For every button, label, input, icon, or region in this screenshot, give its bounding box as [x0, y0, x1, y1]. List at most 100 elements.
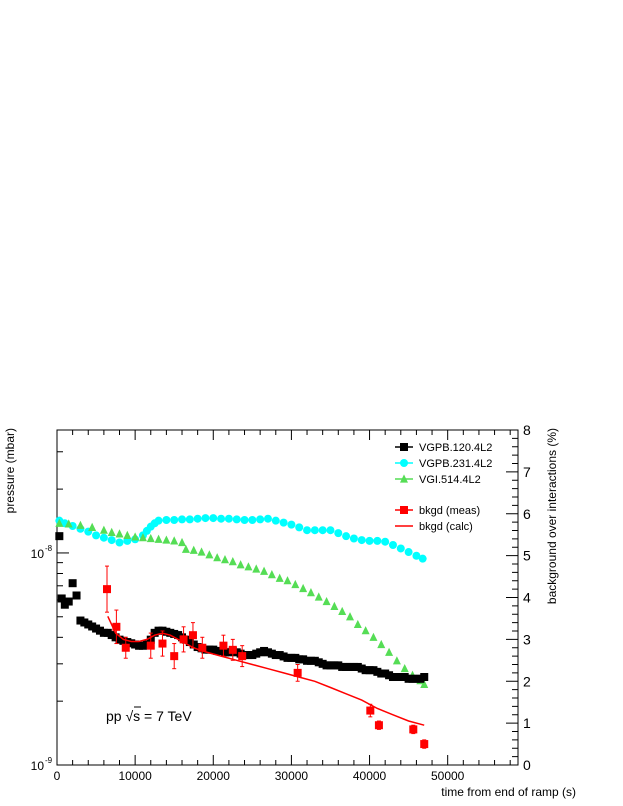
data-point: [146, 533, 155, 543]
data-point: [115, 529, 124, 538]
data-point: [138, 533, 147, 542]
data-point: [271, 516, 280, 525]
y-left-tick-label: 10: [31, 547, 45, 561]
annotation-rest: s = 7 TeV: [133, 708, 192, 724]
data-point: [217, 514, 226, 523]
data-point: [303, 526, 312, 535]
data-point: [220, 555, 229, 564]
data-point: [263, 514, 272, 523]
x-tick-label: 30000: [275, 769, 309, 783]
data-point: [224, 514, 233, 523]
data-point: [198, 643, 207, 652]
x-tick-label: 20000: [197, 769, 231, 783]
data-point: [314, 592, 323, 601]
data-point: [369, 632, 378, 641]
data-point: [170, 652, 179, 661]
data-point: [373, 536, 382, 545]
data-point: [385, 647, 394, 656]
legend-entry: bkgd (calc): [395, 521, 473, 533]
y-right-tick-label: 3: [523, 631, 531, 647]
data-point: [418, 554, 427, 563]
x-tick-label: 0: [54, 769, 61, 783]
data-point: [154, 534, 163, 543]
data-point: [99, 525, 108, 534]
data-point: [88, 522, 97, 531]
series-4: [107, 615, 425, 726]
legend-label: VGPB.120.4L2: [419, 442, 492, 454]
legend-label: bkgd (meas): [419, 505, 480, 517]
data-point: [107, 527, 116, 536]
y-right-axis-label: background over interactions (%): [545, 428, 559, 604]
energy-annotation: pp √s = 7 TeV: [106, 708, 192, 724]
data-point: [400, 663, 409, 673]
data-point: [213, 553, 222, 562]
data-point: [291, 579, 300, 589]
data-point: [103, 585, 112, 594]
annotation-prefix: pp: [106, 708, 125, 724]
data-point: [420, 740, 429, 749]
y-right-tick-label: 4: [523, 590, 531, 606]
data-point: [131, 532, 140, 541]
data-point: [193, 514, 202, 523]
data-point: [55, 518, 64, 527]
data-point: [420, 679, 429, 688]
data-point: [346, 612, 355, 621]
data-point: [404, 548, 413, 557]
data-point: [295, 523, 304, 532]
legend: VGPB.120.4L2 VGPB.231.4L2 VGI.514.4L2 bkgd …: [395, 442, 492, 533]
data-point: [228, 557, 237, 566]
data-point: [179, 635, 188, 644]
series-layer: [55, 514, 429, 749]
data-point: [107, 536, 116, 545]
data-point: [99, 533, 108, 542]
data-point: [197, 547, 206, 556]
x-tick-label: 10000: [118, 769, 152, 783]
legend-marker: [400, 474, 408, 483]
x-axis-label: time from end of ramp (s): [441, 785, 576, 799]
y-left-tick-labels: 10-810-9: [31, 544, 53, 773]
data-point: [252, 564, 261, 573]
legend-entry: VGPB.231.4L2: [395, 458, 492, 470]
data-point: [392, 656, 401, 665]
axis-ticks: [56, 429, 518, 766]
data-point: [162, 535, 171, 544]
data-point: [72, 591, 81, 600]
legend-entry: bkgd (meas): [395, 505, 480, 517]
data-point: [219, 641, 228, 650]
data-point: [388, 541, 397, 550]
series-3: [103, 565, 429, 749]
data-point: [326, 526, 335, 535]
data-point: [256, 515, 265, 524]
data-point: [188, 631, 197, 640]
data-point: [68, 579, 77, 588]
data-point: [248, 516, 257, 525]
data-point: [267, 570, 276, 579]
data-point: [338, 606, 347, 616]
data-point: [76, 520, 85, 529]
legend-label: VGI.514.4L2: [419, 474, 481, 486]
data-point: [181, 544, 190, 553]
data-point: [57, 594, 66, 603]
data-point: [365, 536, 374, 545]
legend-marker: [400, 459, 408, 467]
data-point: [185, 515, 194, 524]
legend-label: bkgd (calc): [419, 521, 473, 533]
legend-entry: VGPB.120.4L2: [395, 442, 492, 454]
y-left-axis-label: pressure (mbar): [3, 428, 17, 513]
legend-entry: VGI.514.4L2: [395, 474, 481, 486]
data-point: [349, 534, 358, 543]
data-point: [154, 516, 163, 525]
legend-marker: [400, 443, 408, 451]
data-point: [366, 706, 375, 715]
data-point: [232, 515, 241, 524]
data-point: [374, 721, 383, 730]
data-point: [310, 526, 319, 535]
data-point: [209, 514, 218, 523]
x-tick-label: 40000: [353, 769, 387, 783]
data-point: [178, 537, 187, 547]
data-point: [342, 532, 351, 541]
y-right-tick-label: 5: [523, 548, 531, 564]
y-right-tick-label: 6: [523, 506, 531, 522]
data-point: [112, 622, 121, 631]
